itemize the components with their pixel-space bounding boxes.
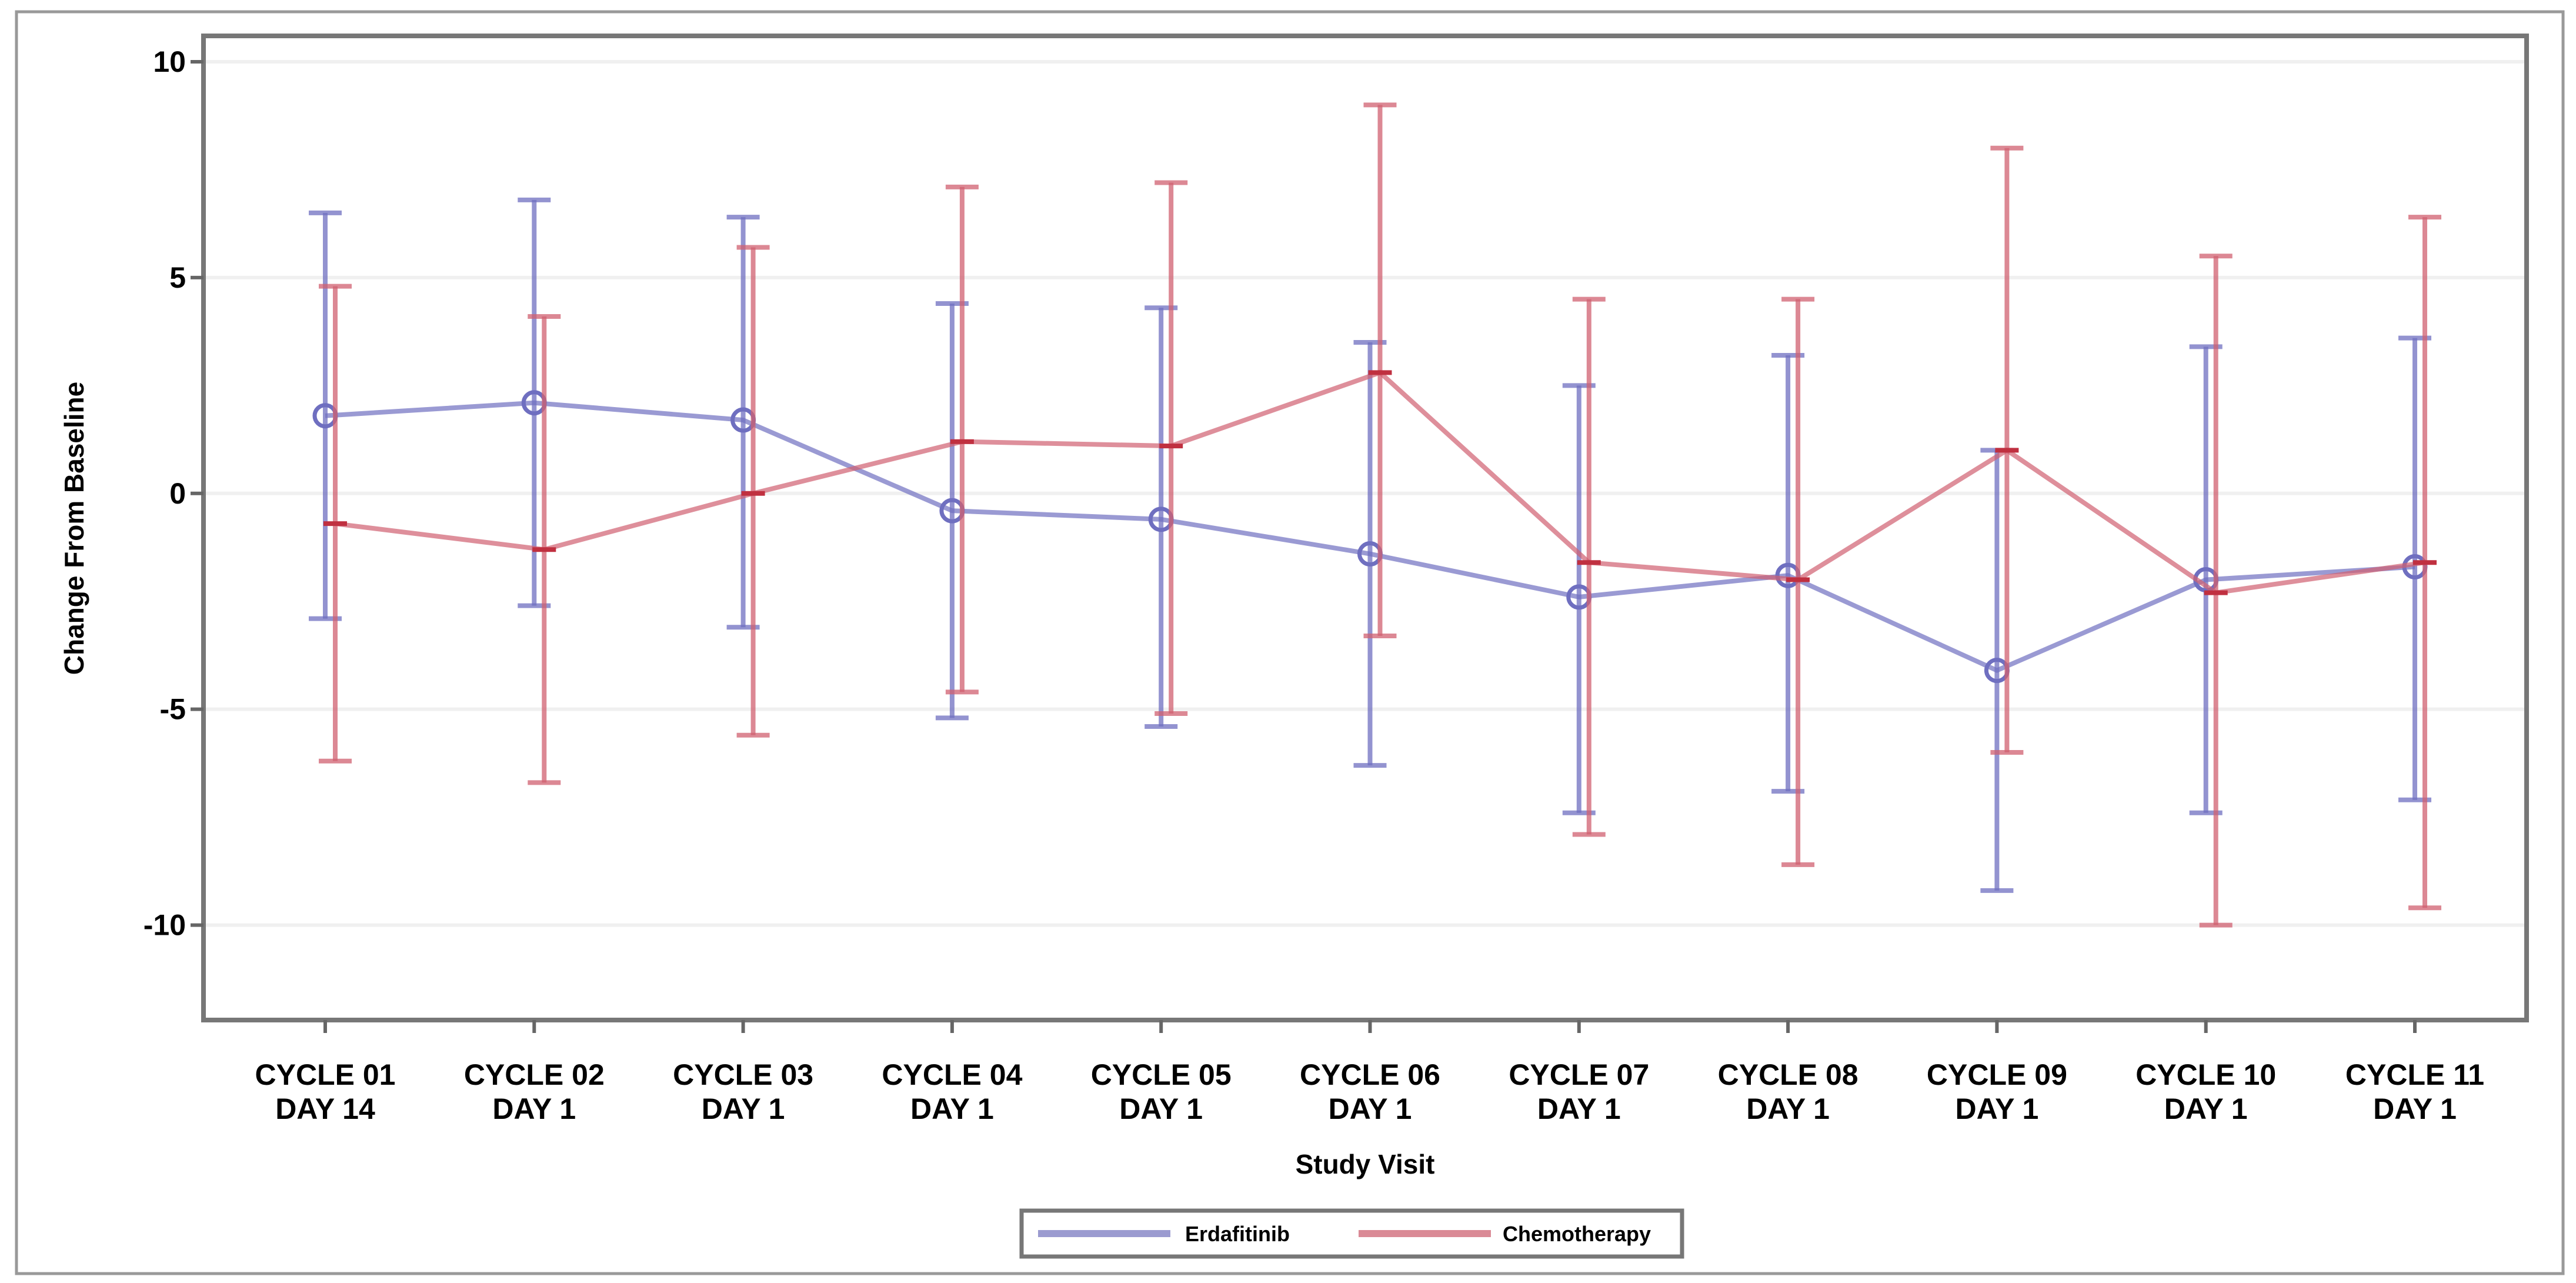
x-tick-label: CYCLE 04 — [882, 1058, 1022, 1091]
plot-area — [309, 102, 2441, 928]
x-tick-label: CYCLE 02 — [464, 1058, 605, 1091]
x-tick-label: DAY 1 — [492, 1092, 576, 1125]
x-tick-label: CYCLE 05 — [1091, 1058, 1232, 1091]
x-tick-label: CYCLE 07 — [1509, 1058, 1649, 1091]
x-tick-label: CYCLE 03 — [673, 1058, 813, 1091]
x-tick-label: DAY 1 — [910, 1092, 994, 1125]
y-tick-label: -10 — [144, 909, 186, 942]
x-tick-label: DAY 1 — [1119, 1092, 1203, 1125]
series-erdafitinib — [309, 197, 2431, 893]
x-tick-label: DAY 1 — [702, 1092, 785, 1125]
y-axis: 10 5 0 -5 -10 — [144, 45, 203, 942]
series-line — [325, 400, 2415, 674]
x-tick-label: CYCLE 06 — [1300, 1058, 1440, 1091]
x-tick-label: CYCLE 09 — [1927, 1058, 2067, 1091]
x-tick-label: DAY 1 — [1746, 1092, 1830, 1125]
legend-label-chemotherapy: Chemotherapy — [1503, 1222, 1651, 1246]
x-axis-label: Study Visit — [1296, 1149, 1435, 1179]
x-tick-label: CYCLE 11 — [2345, 1058, 2484, 1091]
x-tick-label: CYCLE 08 — [1718, 1058, 1858, 1091]
plot-frame — [201, 34, 2529, 1022]
outer-frame — [15, 10, 2565, 1275]
y-tick-label: -5 — [160, 693, 186, 726]
x-tick-label: DAY 1 — [2373, 1092, 2457, 1125]
legend: Erdafitinib Chemotherapy — [1019, 1208, 1684, 1259]
y-tick-label: 5 — [169, 261, 186, 294]
y-tick-label: 0 — [169, 477, 186, 510]
series-chemotherapy — [319, 102, 2441, 928]
y-tick-label: 10 — [153, 45, 186, 78]
x-tick-label: DAY 1 — [1537, 1092, 1621, 1125]
x-tick-label: CYCLE 01 — [255, 1058, 396, 1091]
x-tick-label: DAY 1 — [1329, 1092, 1412, 1125]
x-tick-label: DAY 1 — [1956, 1092, 2039, 1125]
x-tick-label: DAY 1 — [2164, 1092, 2248, 1125]
x-tick-label: DAY 14 — [275, 1092, 375, 1125]
x-tick-label: CYCLE 10 — [2135, 1058, 2276, 1091]
y-axis-label: Change From Baseline — [59, 382, 89, 675]
legend-label-erdafitinib: Erdafitinib — [1185, 1222, 1290, 1246]
gridlines — [203, 60, 2527, 927]
